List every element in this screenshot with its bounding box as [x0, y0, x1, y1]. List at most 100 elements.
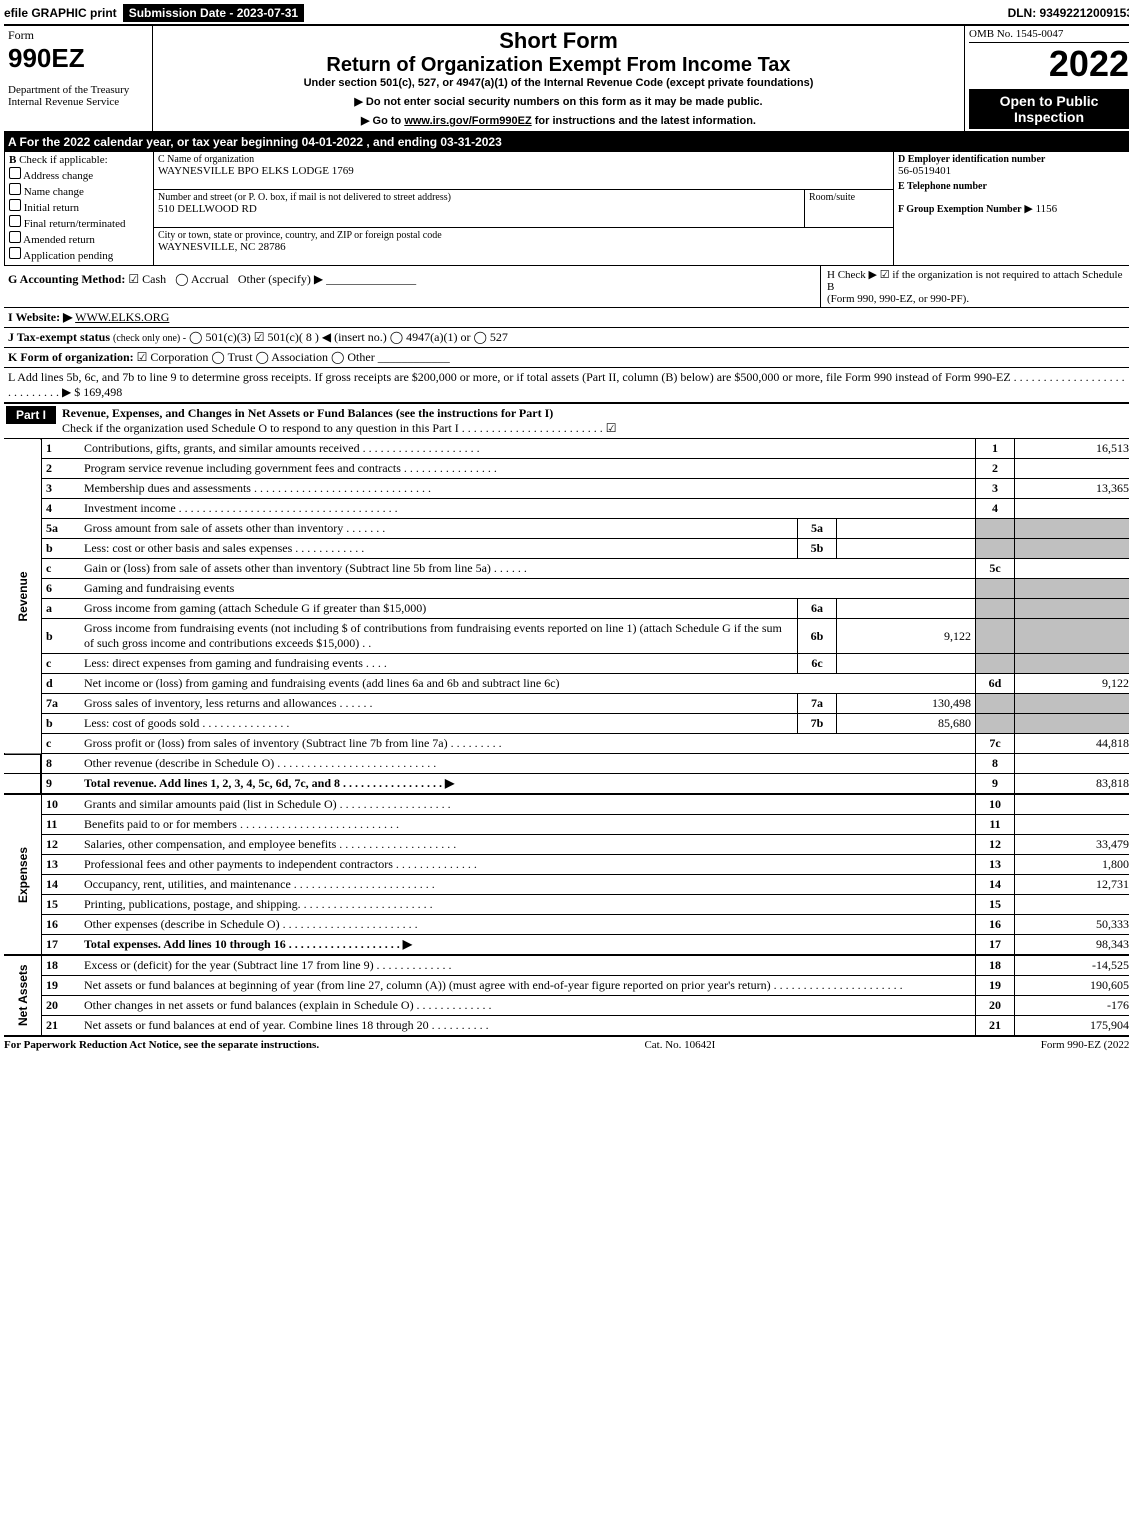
desc-6c: Less: direct expenses from gaming and fu…: [80, 654, 798, 674]
G-label: G Accounting Method:: [8, 272, 125, 286]
C-street-label: Number and street (or P. O. box, if mail…: [158, 192, 800, 203]
desc-7b: Less: cost of goods sold . . . . . . . .…: [80, 714, 798, 734]
J-opts[interactable]: ◯ 501(c)(3) ☑ 501(c)( 8 ) ◀ (insert no.)…: [189, 330, 508, 344]
H-line2: (Form 990, 990-EZ, or 990-PF).: [827, 293, 1127, 305]
irs-link[interactable]: www.irs.gov/Form990EZ: [404, 115, 531, 127]
website-link[interactable]: WWW.ELKS.ORG: [75, 310, 169, 324]
desc-14: Occupancy, rent, utilities, and maintena…: [80, 875, 976, 895]
rn-17: 17: [976, 935, 1015, 956]
part-I-sub: Check if the organization used Schedule …: [62, 421, 1129, 436]
rn-21: 21: [976, 1016, 1015, 1037]
ln-13: 13: [41, 855, 80, 875]
group-exemption-value: ▶ 1156: [1024, 203, 1057, 215]
val-16: 50,333: [1015, 915, 1129, 935]
ln-6a: a: [41, 599, 80, 619]
sv-6c: [837, 654, 976, 674]
ln-1: 1: [41, 439, 80, 459]
ln-4: 4: [41, 499, 80, 519]
ln-5c: c: [41, 559, 80, 579]
rn-11: 11: [976, 815, 1015, 835]
form-ref: Form 990-EZ (2022): [1041, 1039, 1129, 1051]
desc-5c: Gain or (loss) from sale of assets other…: [80, 559, 976, 579]
ln-6c: c: [41, 654, 80, 674]
omb-number: OMB No. 1545-0047: [969, 28, 1129, 43]
rn-14: 14: [976, 875, 1015, 895]
rn-1: 1: [976, 439, 1015, 459]
desc-6a: Gross income from gaming (attach Schedul…: [80, 599, 798, 619]
accounting-accrual[interactable]: ◯ Accrual: [175, 272, 229, 286]
desc-7c: Gross profit or (loss) from sales of inv…: [80, 734, 976, 754]
dln: DLN: 93492212009153: [1008, 6, 1129, 20]
val-4: [1015, 499, 1129, 519]
desc-16: Other expenses (describe in Schedule O) …: [80, 915, 976, 935]
side-label-revenue: Revenue: [4, 439, 41, 754]
K-opts[interactable]: ☑ Corporation ◯ Trust ◯ Association ◯ Ot…: [137, 350, 375, 364]
desc-2: Program service revenue including govern…: [80, 459, 976, 479]
goto-pre: ▶ Go to: [361, 115, 404, 127]
rn-10: 10: [976, 794, 1015, 815]
checkbox-address-change[interactable]: Address change: [9, 167, 149, 182]
info-block: B Check if applicable: Address change Na…: [4, 151, 1129, 266]
val-14: 12,731: [1015, 875, 1129, 895]
ln-6b: b: [41, 619, 80, 654]
sn-5b: 5b: [798, 539, 837, 559]
E-label: E Telephone number: [898, 181, 1128, 192]
ln-17: 17: [41, 935, 80, 956]
warn-ssn: ▶ Do not enter social security numbers o…: [157, 95, 960, 108]
desc-4: Investment income . . . . . . . . . . . …: [80, 499, 976, 519]
ln-5a: 5a: [41, 519, 80, 539]
ln-16: 16: [41, 915, 80, 935]
desc-19: Net assets or fund balances at beginning…: [80, 976, 976, 996]
sv-6b: 9,122: [837, 619, 976, 654]
I-label: I Website: ▶: [8, 310, 72, 324]
sn-7b: 7b: [798, 714, 837, 734]
desc-20: Other changes in net assets or fund bala…: [80, 996, 976, 1016]
sn-6c: 6c: [798, 654, 837, 674]
open-public-inspection: Open to Public Inspection: [969, 89, 1129, 129]
checkbox-name-change[interactable]: Name change: [9, 183, 149, 198]
desc-5a: Gross amount from sale of assets other t…: [80, 519, 798, 539]
goto-post: for instructions and the latest informat…: [532, 115, 756, 127]
accounting-cash[interactable]: ☑ Cash: [128, 272, 166, 286]
val-18: -14,525: [1015, 955, 1129, 976]
desc-3: Membership dues and assessments . . . . …: [80, 479, 976, 499]
checkbox-final-return[interactable]: Final return/terminated: [9, 215, 149, 230]
ln-6d: d: [41, 674, 80, 694]
rn-4: 4: [976, 499, 1015, 519]
city-value: WAYNESVILLE, NC 28786: [158, 241, 889, 253]
K-label: K Form of organization:: [8, 350, 134, 364]
org-name: WAYNESVILLE BPO ELKS LODGE 1769: [158, 165, 889, 177]
paperwork-notice: For Paperwork Reduction Act Notice, see …: [4, 1039, 319, 1051]
val-19: 190,605: [1015, 976, 1129, 996]
checkbox-amended-return[interactable]: Amended return: [9, 231, 149, 246]
room-suite-label: Room/suite: [809, 192, 889, 203]
part-I-label: Part I: [6, 406, 56, 424]
desc-11: Benefits paid to or for members . . . . …: [80, 815, 976, 835]
H-line1: H Check ▶ ☑ if the organization is not r…: [827, 268, 1127, 293]
desc-6d: Net income or (loss) from gaming and fun…: [80, 674, 976, 694]
rn-15: 15: [976, 895, 1015, 915]
J-label: J Tax-exempt status: [8, 330, 110, 344]
efile-graphic-print[interactable]: efile GRAPHIC print: [4, 6, 117, 20]
ln-12: 12: [41, 835, 80, 855]
rn-18: 18: [976, 955, 1015, 976]
title-under: Under section 501(c), 527, or 4947(a)(1)…: [157, 77, 960, 89]
ein-value: 56-0519401: [898, 165, 1128, 177]
desc-18: Excess or (deficit) for the year (Subtra…: [80, 955, 976, 976]
tax-year: 2022: [969, 43, 1129, 85]
title-short-form: Short Form: [157, 28, 960, 54]
title-return: Return of Organization Exempt From Incom…: [157, 54, 960, 77]
goto-line: ▶ Go to www.irs.gov/Form990EZ for instru…: [157, 114, 960, 127]
checkbox-application-pending[interactable]: Application pending: [9, 247, 149, 262]
rn-12: 12: [976, 835, 1015, 855]
val-8: [1015, 754, 1129, 774]
sv-7a: 130,498: [837, 694, 976, 714]
top-bar: efile GRAPHIC print Submission Date - 20…: [4, 4, 1129, 26]
F-label: F Group Exemption Number: [898, 204, 1022, 215]
ln-8: 8: [41, 754, 80, 774]
ln-7b: b: [41, 714, 80, 734]
checkbox-initial-return[interactable]: Initial return: [9, 199, 149, 214]
accounting-other[interactable]: Other (specify) ▶ _______________: [238, 272, 416, 286]
J-sub: (check only one) -: [113, 333, 186, 344]
ln-6: 6: [41, 579, 80, 599]
